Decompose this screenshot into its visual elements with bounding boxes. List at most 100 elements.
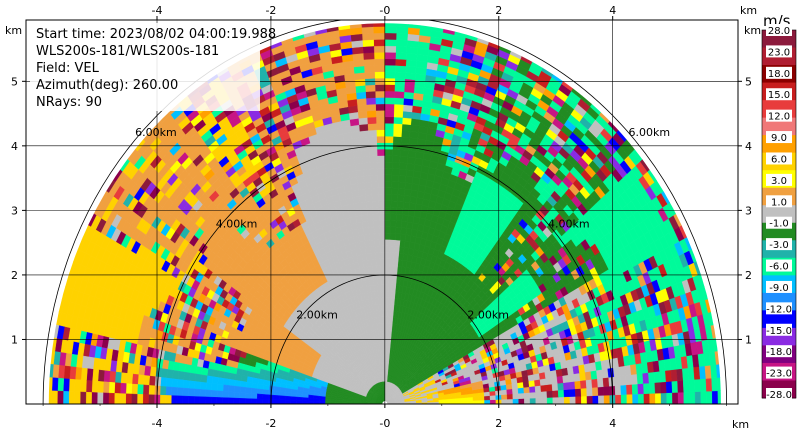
heat-cell (393, 103, 404, 112)
heat-cell (384, 226, 391, 234)
heat-cell (562, 374, 570, 383)
heat-cell (579, 371, 587, 381)
heat-cell (377, 181, 386, 189)
heat-cell (580, 379, 587, 389)
heat-cell (374, 71, 386, 79)
heat-cell (523, 386, 530, 394)
heat-cell (371, 258, 377, 267)
heat-cell (364, 181, 372, 190)
heat-cell (540, 384, 548, 392)
heat-cell (384, 39, 397, 47)
heat-cell (568, 381, 576, 390)
heat-cell (369, 239, 376, 247)
heat-cell (380, 258, 386, 266)
heat-cell (401, 117, 412, 126)
heat-cell (391, 168, 400, 176)
heat-cell (637, 393, 645, 404)
heat-cell (467, 400, 474, 404)
heat-cell (395, 45, 408, 54)
heat-cell (397, 181, 406, 190)
heat-cell (337, 23, 351, 31)
heat-cell (670, 369, 678, 382)
heat-cell (362, 162, 371, 170)
heat-cell (706, 390, 713, 404)
heat-cell (391, 291, 396, 299)
heat-cell (373, 32, 386, 40)
heat-cell (381, 310, 386, 318)
heat-cell (384, 148, 393, 156)
heat-cell (353, 150, 363, 159)
heat-cell (391, 278, 397, 286)
heat-cell (390, 219, 397, 228)
heat-cell (384, 297, 389, 305)
heat-cell (614, 375, 621, 386)
heat-cell (546, 383, 553, 392)
heat-cell (377, 168, 386, 176)
heat-cell (389, 232, 396, 241)
heat-cell (384, 52, 396, 60)
heat-cell (393, 123, 403, 131)
heat-cell (389, 226, 396, 234)
heat-cell (603, 386, 610, 396)
heat-cell (682, 367, 690, 381)
heat-cell (472, 396, 479, 401)
heat-cell (648, 382, 656, 394)
heat-cell (523, 392, 531, 399)
heat-cell (362, 220, 369, 229)
heat-cell (711, 390, 719, 404)
heat-cell (596, 369, 604, 379)
heat-cell (384, 181, 392, 189)
heat-cell (586, 395, 593, 404)
heat-cell (546, 397, 554, 404)
heat-cell (395, 58, 407, 67)
heat-cell (360, 208, 368, 216)
heat-cell (391, 174, 400, 183)
heat-cell (689, 391, 696, 404)
heat-cell (489, 395, 497, 401)
heat-cell (500, 389, 508, 395)
heat-cell (370, 174, 379, 183)
heat-cell (364, 78, 376, 86)
heat-cell (372, 200, 379, 208)
heat-cell (384, 245, 390, 253)
heat-cell (384, 258, 390, 266)
heat-cell (381, 290, 386, 298)
heat-cell (636, 373, 644, 385)
heat-cell (389, 239, 396, 247)
heat-cell (406, 221, 414, 230)
heat-cell (375, 103, 386, 111)
heat-cell (551, 383, 559, 391)
heat-cell (403, 195, 411, 203)
heat-cell (406, 156, 416, 165)
heat-cell (349, 23, 362, 29)
heat-cell (375, 258, 381, 266)
heat-cell (714, 350, 721, 365)
heat-cell (365, 90, 376, 99)
heat-cell (391, 187, 399, 195)
heat-cell (363, 65, 375, 73)
heat-cell (381, 297, 386, 305)
heat-cell (375, 116, 386, 124)
heat-cell (374, 232, 380, 241)
heat-cell (384, 71, 396, 79)
heat-cell (649, 393, 656, 404)
heat-cell (506, 388, 513, 395)
heat-cell (400, 136, 410, 145)
heat-cell (402, 208, 410, 216)
heat-cell (366, 110, 377, 118)
heat-cell (402, 110, 413, 119)
heat-cell (660, 392, 668, 404)
heat-cell (580, 387, 588, 397)
heat-cell (395, 32, 408, 41)
heat-cell (384, 116, 394, 124)
heat-cell (394, 65, 406, 73)
heat-cell (401, 123, 411, 132)
heat-cell (373, 226, 380, 234)
heat-cell (717, 390, 721, 404)
heat-cell (556, 375, 564, 384)
heat-cell (586, 387, 593, 397)
heat-cell (384, 194, 392, 202)
heat-cell (378, 219, 386, 227)
heat-cell (404, 72, 416, 81)
heat-cell (375, 123, 386, 131)
